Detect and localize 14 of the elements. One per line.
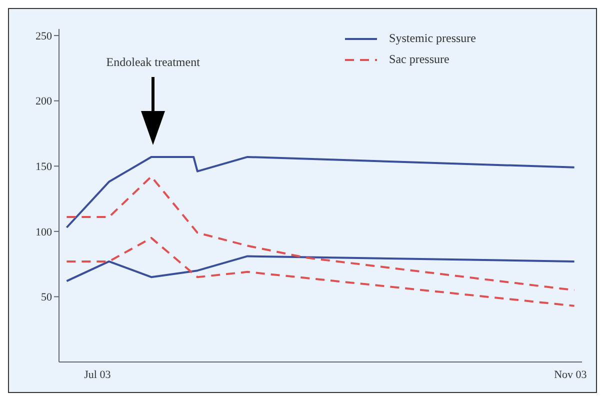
line-series [66,255,576,282]
y-tick-label: 50 [41,292,52,304]
line-series [66,236,576,307]
x-tick-label: Jul 03 [84,368,112,381]
legend-label: Systemic pressure [389,31,476,46]
y-tick-label: 150 [36,161,52,174]
line-series [66,176,576,292]
annotation: Endoleak treatment [105,55,201,70]
legend-label: Sac pressure [389,52,450,67]
y-tick-label: 250 [36,30,52,42]
y-tick-label: 200 [36,96,52,108]
y-tick-label: 100 [36,226,52,238]
line-series [66,156,576,228]
x-tick-label: Nov 03 [554,368,588,381]
